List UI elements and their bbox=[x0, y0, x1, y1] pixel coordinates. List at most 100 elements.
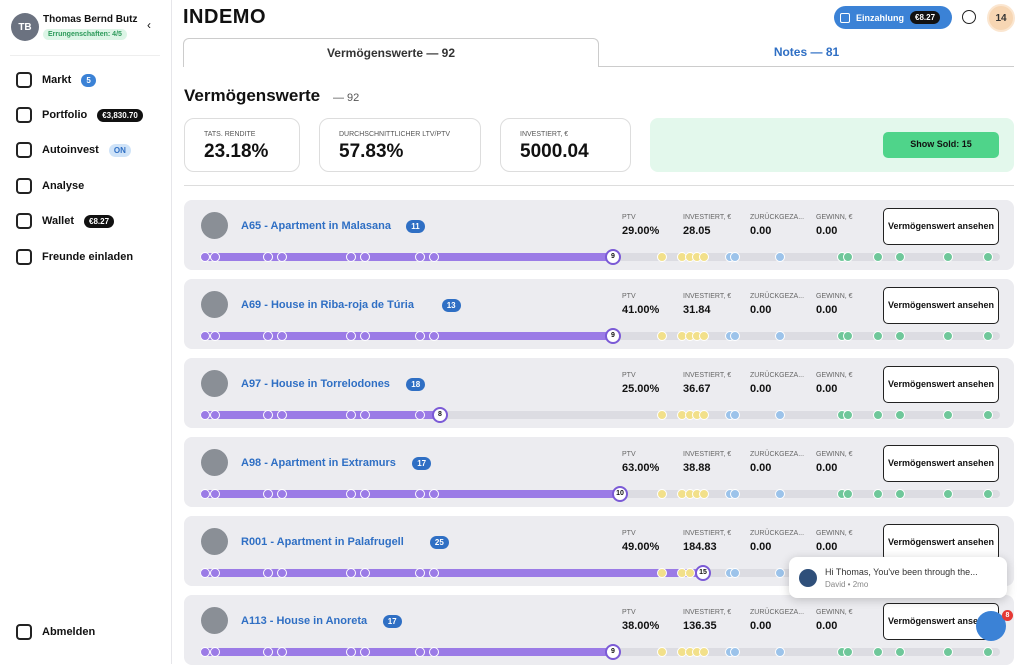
view-button[interactable]: Vermögenswert ansehen bbox=[883, 524, 999, 561]
asset-count[interactable]: 17 bbox=[382, 615, 402, 628]
timeline-dot bbox=[200, 331, 210, 341]
nav-item[interactable]: Autoinvest ON bbox=[16, 142, 156, 158]
asset-invested: 184.83 bbox=[683, 541, 717, 553]
asset-ptv: 38.00% bbox=[622, 620, 660, 632]
asset-count[interactable]: 18 bbox=[406, 378, 426, 391]
timeline-dot bbox=[775, 647, 785, 657]
asset-count[interactable]: 11 bbox=[406, 220, 425, 233]
nav-item[interactable]: Wallet €8.27 bbox=[16, 213, 156, 229]
nav-label: Portfolio bbox=[42, 109, 88, 121]
timeline-dot bbox=[775, 489, 785, 499]
asset-count[interactable]: 25 bbox=[429, 536, 449, 549]
timeline-dot bbox=[200, 252, 210, 262]
timeline-dot bbox=[210, 489, 220, 499]
timeline-dot bbox=[983, 647, 993, 657]
asset-profit: 0.00 bbox=[816, 541, 838, 553]
asset-ptv: 49.00% bbox=[622, 541, 660, 553]
asset-profit: 0.00 bbox=[816, 620, 838, 632]
asset-repaid: 0.00 bbox=[750, 304, 772, 316]
show-sold[interactable]: Show Sold: 15 bbox=[883, 132, 999, 158]
column-label: PTV bbox=[622, 451, 636, 458]
asset-thumb bbox=[201, 212, 228, 239]
timeline-dot bbox=[699, 410, 709, 420]
timeline-dot bbox=[895, 410, 905, 420]
tab[interactable]: Vermögenswerte — 92 bbox=[183, 38, 599, 67]
chat-popup[interactable]: Hi Thomas, You've been through the... Da… bbox=[789, 557, 1007, 598]
asset-name[interactable]: A65 - Apartment in Malasana bbox=[241, 220, 391, 232]
timeline-dot bbox=[200, 568, 210, 578]
timeline-dot bbox=[873, 410, 883, 420]
timeline-dot bbox=[346, 252, 356, 262]
nav-item[interactable]: Portfolio €3,830.70 bbox=[16, 107, 156, 123]
timeline-dot bbox=[775, 410, 785, 420]
nav-icon bbox=[16, 142, 32, 158]
nav-item[interactable]: Analyse bbox=[16, 178, 156, 194]
view-button[interactable]: Vermögenswert ansehen bbox=[883, 366, 999, 403]
timeline-dot bbox=[210, 568, 220, 578]
column-label: PTV bbox=[622, 372, 636, 379]
avatar[interactable]: 14 bbox=[987, 4, 1015, 32]
asset-count[interactable]: 13 bbox=[441, 299, 461, 312]
asset-name[interactable]: A69 - House in Riba-roja de Túria bbox=[241, 299, 414, 311]
timeline-dot bbox=[983, 252, 993, 262]
timeline-dot bbox=[346, 489, 356, 499]
column-label: GEWINN, € bbox=[816, 530, 853, 537]
asset-row: A69 - House in Riba-roja de Túria 13 PTV 41… bbox=[184, 279, 1014, 349]
user-name: Thomas Bernd Butz bbox=[43, 14, 138, 25]
timeline-dot bbox=[415, 647, 425, 657]
deposit-label: Einzahlung bbox=[856, 12, 904, 23]
asset-name[interactable]: R001 - Apartment in Palafrugell bbox=[241, 536, 404, 548]
timeline-dot bbox=[346, 331, 356, 341]
asset-ptv: 25.00% bbox=[622, 383, 660, 395]
nav-item[interactable]: Freunde einladen bbox=[16, 249, 156, 265]
asset-name[interactable]: A113 - House in Anoreta bbox=[241, 615, 368, 627]
section-count: — 92 bbox=[333, 92, 360, 104]
timeline-dot bbox=[943, 252, 953, 262]
timeline-dot bbox=[699, 252, 709, 262]
nav-label: Freunde einladen bbox=[42, 251, 134, 263]
asset-invested: 31.84 bbox=[683, 304, 711, 316]
nav-icon bbox=[16, 249, 32, 265]
timeline-progress bbox=[200, 569, 703, 577]
asset-repaid: 0.00 bbox=[750, 225, 772, 237]
nav-item[interactable]: Markt 5 bbox=[16, 72, 156, 88]
deposit-button[interactable]: Einzahlung €8.27 bbox=[834, 6, 952, 29]
asset-name[interactable]: A97 - House in Torrelodones bbox=[241, 378, 390, 390]
timeline-dot bbox=[415, 331, 425, 341]
column-label: INVESTIERT, € bbox=[683, 451, 732, 458]
asset-count[interactable]: 17 bbox=[412, 457, 432, 470]
view-button[interactable]: Vermögenswert ansehen bbox=[883, 445, 999, 482]
collapse[interactable]: ‹ bbox=[147, 18, 151, 32]
view-button[interactable]: Vermögenswert ansehen bbox=[883, 287, 999, 324]
user-initials: TB bbox=[11, 13, 39, 41]
asset-thumb bbox=[201, 449, 228, 476]
stat-value: 5000.04 bbox=[520, 141, 589, 162]
timeline-step: 10 bbox=[612, 486, 628, 502]
timeline-dot bbox=[699, 647, 709, 657]
chat-button[interactable] bbox=[976, 611, 1006, 641]
timeline-step: 9 bbox=[605, 644, 621, 660]
timeline-dot bbox=[895, 489, 905, 499]
asset-repaid: 0.00 bbox=[750, 462, 772, 474]
timeline-dot bbox=[360, 252, 370, 262]
column-label: INVESTIERT, € bbox=[683, 609, 732, 616]
logout[interactable]: Abmelden bbox=[16, 624, 156, 640]
asset-thumb bbox=[201, 370, 228, 397]
language[interactable] bbox=[962, 10, 976, 24]
timeline-dot bbox=[657, 331, 667, 341]
asset-profit: 0.00 bbox=[816, 225, 838, 237]
timeline-dot bbox=[943, 331, 953, 341]
view-button[interactable]: Vermögenswert ansehen bbox=[883, 208, 999, 245]
nav-badge: ON bbox=[108, 143, 131, 157]
timeline-dot bbox=[873, 489, 883, 499]
nav-icon bbox=[16, 213, 32, 229]
chat-avatar bbox=[799, 569, 817, 587]
timeline-step: 9 bbox=[605, 249, 621, 265]
timeline-dot bbox=[657, 489, 667, 499]
tab[interactable]: Notes — 81 bbox=[599, 38, 1014, 67]
timeline-dot bbox=[429, 331, 439, 341]
achievements[interactable]: Errungenschaften: 4/5 bbox=[43, 29, 127, 40]
asset-name[interactable]: A98 - Apartment in Extramurs bbox=[241, 457, 396, 469]
nav-label: Analyse bbox=[42, 180, 85, 192]
